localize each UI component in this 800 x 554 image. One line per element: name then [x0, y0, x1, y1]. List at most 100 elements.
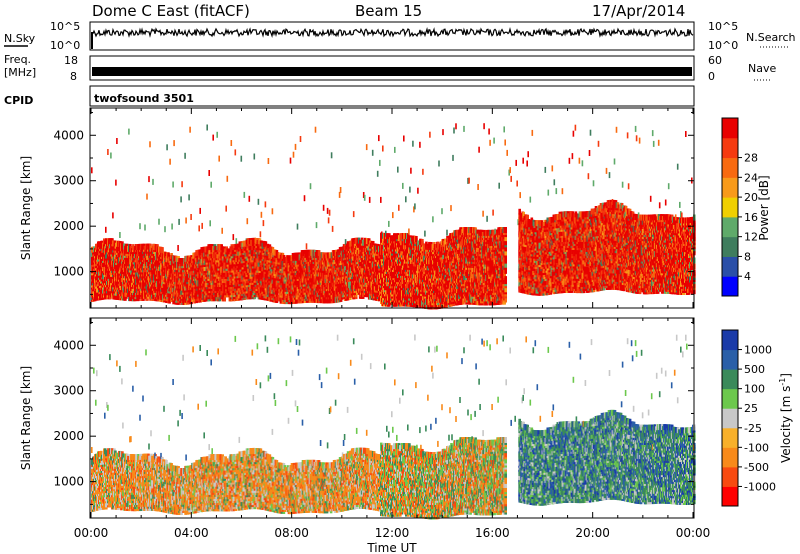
sparse-echo — [264, 201, 267, 208]
scatter-cell — [158, 285, 161, 292]
nsky-label: N.Sky — [4, 32, 36, 45]
sparse-echo — [184, 152, 186, 159]
sparse-echo — [299, 136, 302, 142]
cpid-label: CPID — [4, 94, 33, 107]
sparse-echo — [218, 155, 220, 162]
sparse-echo — [296, 223, 299, 230]
sparse-echo — [315, 222, 318, 229]
sparse-echo — [172, 181, 174, 188]
sparse-echo — [178, 218, 180, 225]
sparse-echo — [181, 181, 183, 188]
sparse-echo — [146, 193, 148, 200]
station-title: Dome C East (fitACF) — [92, 2, 250, 20]
sparse-echo — [180, 196, 182, 203]
scatter-cell — [164, 251, 167, 258]
sparse-echo — [243, 191, 246, 198]
sparse-echo — [201, 222, 203, 229]
scatter-cell — [99, 263, 102, 270]
sparse-echo — [309, 183, 312, 190]
sparse-echo — [262, 220, 265, 227]
scatter-cell — [193, 287, 196, 294]
sparse-echo — [185, 217, 187, 224]
sparse-echo — [149, 141, 151, 148]
nsky-tick-top-left: 10^5 — [50, 20, 80, 33]
beam-title: Beam 15 — [355, 2, 422, 20]
nsky-tick-bottom-left: 10^0 — [50, 39, 80, 52]
nave-tick-bottom: 0 — [708, 70, 715, 83]
sparse-echo — [326, 207, 329, 214]
sparse-echo — [119, 232, 121, 238]
sparse-echo — [226, 175, 229, 182]
sparse-echo — [253, 153, 256, 160]
sparse-echo — [148, 176, 150, 183]
scatter-cell — [96, 286, 99, 293]
nsky-tick-bottom-right: 10^0 — [708, 39, 738, 52]
sparse-echo — [259, 231, 262, 238]
sparse-echo — [260, 211, 263, 218]
sparse-echo — [152, 178, 154, 185]
freq-panel: Freq. [MHz] 18 8 60 0 Nave — [4, 53, 776, 83]
sparse-echo — [173, 140, 175, 147]
nsky-trace-line — [92, 26, 694, 38]
cpid-panel: CPID twofsound 3501 — [4, 85, 695, 107]
sparse-echo — [189, 126, 191, 133]
sparse-echo — [107, 149, 109, 155]
sparse-echo — [327, 217, 330, 224]
sparse-echo — [216, 131, 218, 138]
sparse-echo — [330, 152, 333, 159]
sparse-echo — [166, 144, 168, 151]
sparse-echo — [339, 187, 342, 193]
nsky-tick-top-right: 10^5 — [708, 20, 738, 33]
sparse-echo — [210, 181, 212, 188]
sparse-echo — [305, 243, 308, 250]
sparse-echo — [225, 205, 227, 212]
sparse-echo — [158, 218, 160, 225]
sparse-echo — [212, 134, 214, 141]
sparse-echo — [91, 167, 93, 174]
freq-trace — [92, 67, 692, 76]
sparse-echo — [257, 198, 260, 205]
freq-label-top: Freq. — [4, 53, 31, 66]
sparse-echo — [328, 209, 331, 216]
sparse-echo — [322, 204, 325, 211]
sparse-echo — [112, 212, 114, 219]
scatter-cell — [91, 273, 94, 280]
sparse-echo — [188, 194, 190, 201]
sparse-echo — [128, 128, 130, 135]
sparse-echo — [248, 195, 251, 202]
sparse-echo — [314, 126, 317, 133]
nsky-panel: N.Sky 10^5 10^0 10^5 10^0 N.Search — [4, 20, 796, 52]
freq-tick-top-left: 18 — [64, 54, 78, 67]
sparse-echo — [144, 224, 146, 231]
sparse-echo — [190, 214, 192, 220]
sparse-echo — [110, 152, 112, 159]
sparse-echo — [271, 208, 274, 215]
sparse-echo — [267, 158, 270, 164]
sparse-echo — [221, 227, 223, 234]
sparse-echo — [294, 143, 297, 150]
sparse-echo — [230, 140, 233, 146]
scatter-cell — [161, 247, 164, 254]
sparse-echo — [169, 158, 171, 165]
sparse-echo — [171, 223, 173, 230]
sparse-echo — [240, 155, 243, 162]
scatter-cell — [167, 252, 170, 259]
sparse-echo — [105, 226, 107, 233]
date-title: 17/Apr/2014 — [592, 2, 685, 20]
nsky-trace — [91, 26, 694, 49]
freq-tick-bottom-left: 8 — [70, 70, 77, 83]
sparse-echo — [115, 179, 117, 186]
nave-label: Nave — [748, 62, 776, 75]
sparse-echo — [116, 138, 118, 144]
sparse-echo — [235, 238, 238, 245]
cpid-value: twofsound 3501 — [94, 92, 194, 105]
sparse-echo — [292, 151, 295, 158]
sparse-echo — [199, 207, 201, 214]
nsearch-label: N.Search — [746, 31, 796, 44]
sparse-echo — [206, 124, 208, 131]
sparse-echo — [139, 223, 141, 230]
sparse-echo — [289, 157, 292, 164]
sparse-echo — [232, 234, 235, 241]
sparse-echo — [303, 195, 306, 202]
